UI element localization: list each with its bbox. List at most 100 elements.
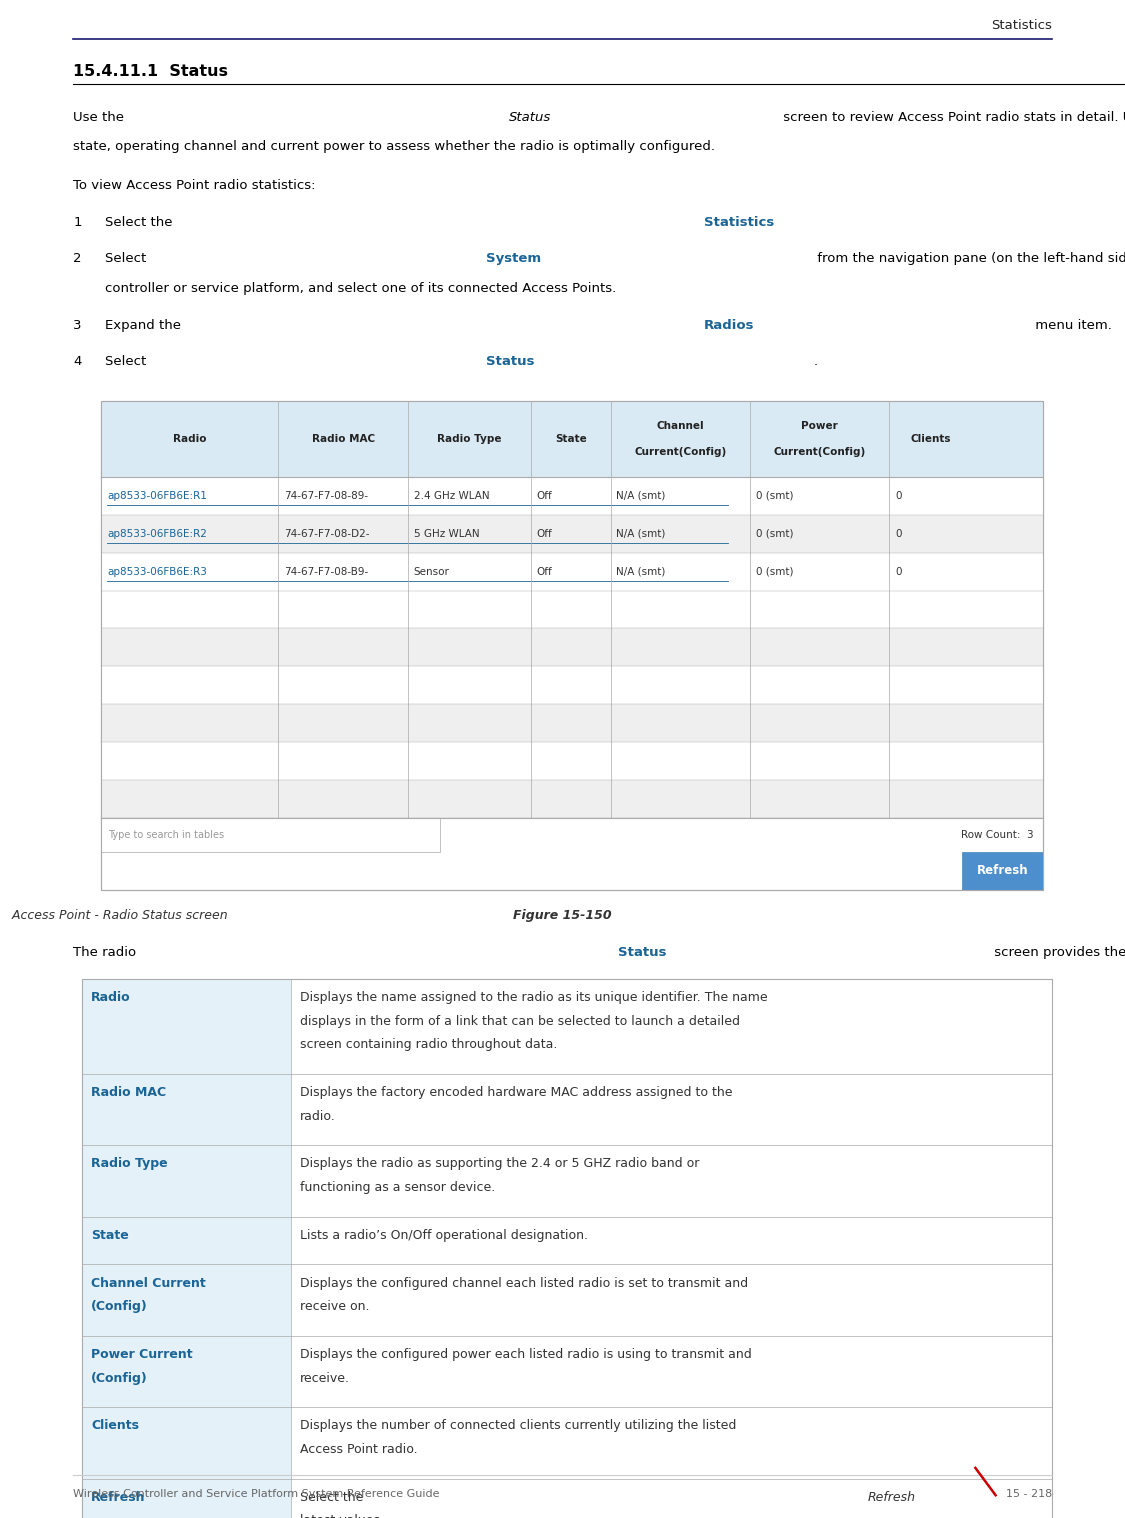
Text: .: . <box>813 355 818 369</box>
Text: Access Point radio.: Access Point radio. <box>299 1444 417 1456</box>
Text: Displays the configured power each listed radio is using to transmit and: Displays the configured power each liste… <box>299 1348 752 1362</box>
Text: controller or service platform, and select one of its connected Access Points.: controller or service platform, and sele… <box>105 282 615 296</box>
Text: Radio Type: Radio Type <box>91 1158 168 1170</box>
Bar <box>290 1336 1052 1407</box>
Bar <box>82 1075 1052 1146</box>
Bar <box>82 1217 1052 1264</box>
Text: 74-67-F7-08-89-: 74-67-F7-08-89- <box>284 490 368 501</box>
Bar <box>82 979 290 1075</box>
Bar <box>82 979 1052 1075</box>
Text: 1: 1 <box>73 216 82 229</box>
Bar <box>290 979 1052 1075</box>
Text: State: State <box>91 1230 129 1242</box>
Text: Sensor: Sensor <box>414 566 450 577</box>
Bar <box>101 401 1043 890</box>
Bar <box>82 1217 290 1264</box>
Text: 15 - 218: 15 - 218 <box>1006 1489 1052 1500</box>
Text: Displays the factory encoded hardware MAC address assigned to the: Displays the factory encoded hardware MA… <box>299 1087 732 1099</box>
Bar <box>82 1264 1052 1336</box>
Bar <box>82 1407 290 1479</box>
Text: Select the: Select the <box>105 216 177 229</box>
Text: Displays the configured channel each listed radio is set to transmit and: Displays the configured channel each lis… <box>299 1277 748 1290</box>
Text: Status: Status <box>486 355 534 369</box>
Text: Current(Config): Current(Config) <box>634 446 727 457</box>
Bar <box>82 1336 1052 1407</box>
Text: 0 (smt): 0 (smt) <box>756 528 793 539</box>
Text: Wireless Controller and Service Platform System Reference Guide: Wireless Controller and Service Platform… <box>73 1489 440 1500</box>
Bar <box>290 1217 1052 1264</box>
Text: receive.: receive. <box>299 1372 350 1384</box>
Text: Refresh: Refresh <box>91 1491 145 1504</box>
Text: Radio MAC: Radio MAC <box>91 1087 166 1099</box>
Bar <box>290 1146 1052 1217</box>
Text: latest values.: latest values. <box>299 1515 384 1518</box>
Text: Displays the radio as supporting the 2.4 or 5 GHZ radio band or: Displays the radio as supporting the 2.4… <box>299 1158 699 1170</box>
Text: ap8533-06FB6E:R1: ap8533-06FB6E:R1 <box>107 490 207 501</box>
Text: displays in the form of a link that can be selected to launch a detailed: displays in the form of a link that can … <box>299 1016 739 1028</box>
Text: screen containing radio throughout data.: screen containing radio throughout data. <box>299 1038 557 1052</box>
Bar <box>82 1407 1052 1479</box>
Text: 15.4.11.1  Status: 15.4.11.1 Status <box>73 64 228 79</box>
Bar <box>82 1264 290 1336</box>
Text: N/A (smt): N/A (smt) <box>616 528 666 539</box>
Text: 3: 3 <box>73 319 82 332</box>
Bar <box>82 1146 1052 1217</box>
Text: 0 (smt): 0 (smt) <box>756 490 793 501</box>
Bar <box>101 704 1043 742</box>
Bar <box>290 1264 1052 1336</box>
Bar <box>82 1146 290 1217</box>
Text: Radio: Radio <box>91 991 130 1005</box>
Text: Row Count:  3: Row Count: 3 <box>961 830 1034 839</box>
Text: Radios: Radios <box>704 319 755 332</box>
Text: Off: Off <box>537 566 552 577</box>
Text: Clients: Clients <box>910 434 951 443</box>
Text: System: System <box>486 252 541 266</box>
Text: Status: Status <box>510 111 551 124</box>
Bar <box>962 852 1043 890</box>
Bar <box>101 818 440 852</box>
Bar <box>101 666 1043 704</box>
Text: state, operating channel and current power to assess whether the radio is optima: state, operating channel and current pow… <box>73 140 716 153</box>
Text: N/A (smt): N/A (smt) <box>616 490 666 501</box>
Text: 0: 0 <box>896 566 901 577</box>
Bar <box>101 401 1043 477</box>
Bar <box>290 1075 1052 1146</box>
Bar <box>101 780 1043 818</box>
Text: 2.4 GHz WLAN: 2.4 GHz WLAN <box>414 490 489 501</box>
Bar <box>82 1075 290 1146</box>
Text: 74-67-F7-08-B9-: 74-67-F7-08-B9- <box>284 566 368 577</box>
Text: Displays the name assigned to the radio as its unique identifier. The name: Displays the name assigned to the radio … <box>299 991 767 1005</box>
Bar <box>82 979 1052 1518</box>
Text: Select the: Select the <box>299 1491 367 1504</box>
Text: 5 GHz WLAN: 5 GHz WLAN <box>414 528 479 539</box>
Text: Type to search in tables: Type to search in tables <box>108 830 224 839</box>
Text: 74-67-F7-08-D2-: 74-67-F7-08-D2- <box>284 528 369 539</box>
Text: Use the: Use the <box>73 111 128 124</box>
Text: Channel Current: Channel Current <box>91 1277 206 1290</box>
Text: (Config): (Config) <box>91 1301 147 1313</box>
Text: Lists a radio’s On/Off operational designation.: Lists a radio’s On/Off operational desig… <box>299 1230 587 1242</box>
Bar <box>290 1407 1052 1479</box>
Text: Power Current: Power Current <box>91 1348 192 1362</box>
Text: (Config): (Config) <box>91 1372 147 1384</box>
Text: 4: 4 <box>73 355 81 369</box>
Text: Displays the number of connected clients currently utilizing the listed: Displays the number of connected clients… <box>299 1419 736 1433</box>
Text: Select: Select <box>105 355 150 369</box>
Text: Statistics: Statistics <box>991 18 1052 32</box>
Text: N/A (smt): N/A (smt) <box>616 566 666 577</box>
Text: Select: Select <box>105 252 150 266</box>
Text: 0: 0 <box>896 490 901 501</box>
Text: Radio Type: Radio Type <box>438 434 502 443</box>
Bar <box>290 1479 1052 1518</box>
Bar <box>101 742 1043 780</box>
Text: radio.: radio. <box>299 1110 335 1123</box>
Bar <box>101 515 1043 553</box>
Text: Status: Status <box>619 946 667 959</box>
Text: ap8533-06FB6E:R2: ap8533-06FB6E:R2 <box>107 528 207 539</box>
Text: State: State <box>555 434 586 443</box>
Text: Statistics: Statistics <box>704 216 774 229</box>
Bar <box>101 401 1043 890</box>
Text: Radio: Radio <box>173 434 207 443</box>
Text: Expand the: Expand the <box>105 319 184 332</box>
Bar <box>101 591 1043 628</box>
